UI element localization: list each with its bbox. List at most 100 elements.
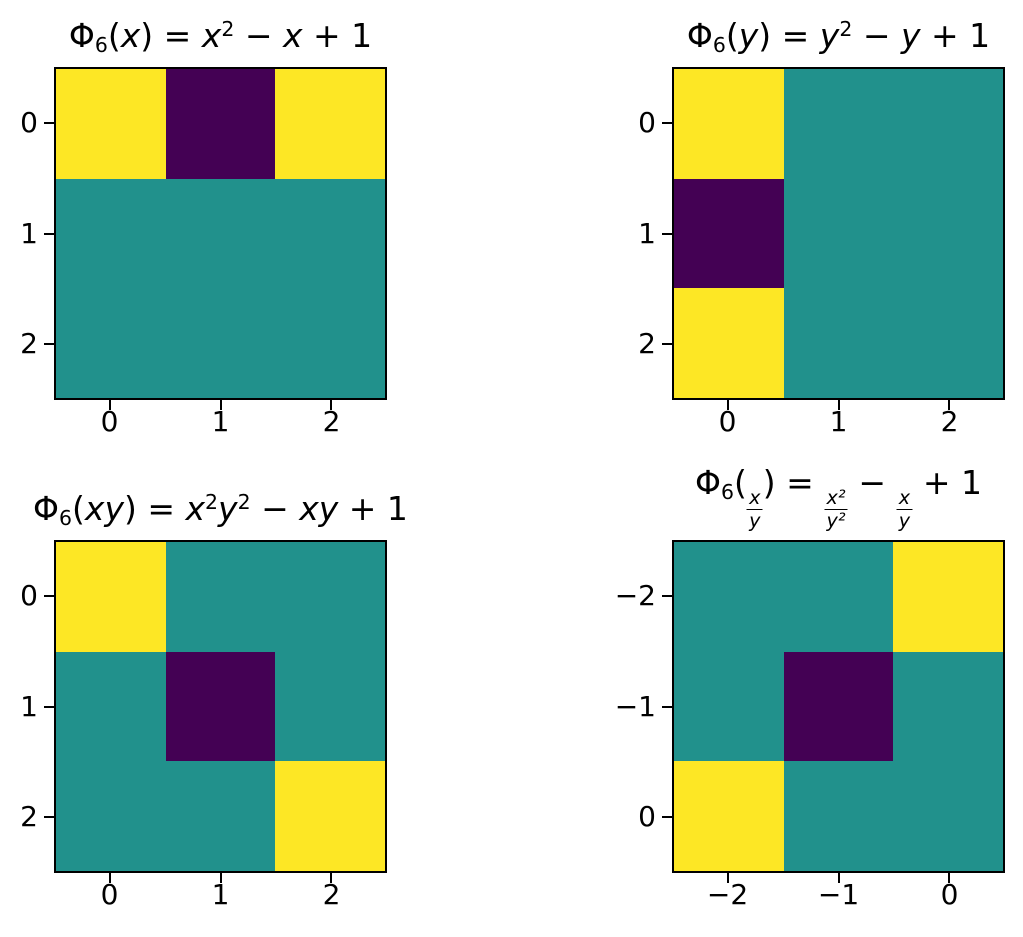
heatmap-cell	[165, 761, 276, 871]
x-tick-label: 0	[100, 405, 119, 438]
y-tick-mark	[662, 816, 672, 819]
heatmap-cell	[783, 288, 894, 398]
x-tick-mark	[948, 400, 951, 410]
x-tick-mark	[219, 400, 222, 410]
y-tick-mark	[662, 594, 672, 597]
heatmap-cell	[165, 178, 276, 289]
x-tick-mark	[726, 400, 729, 410]
y-tick-label: −1	[614, 689, 656, 723]
y-tick-label: 0	[638, 105, 656, 139]
x-tick-label: −2	[706, 878, 749, 911]
x-tick-label: 0	[940, 878, 959, 911]
x-tick-label: 0	[718, 405, 737, 438]
heatmap-cell	[56, 761, 166, 871]
x-tick-label: 1	[211, 405, 230, 438]
heatmap-cell	[674, 288, 784, 398]
x-tick-label: 0	[100, 878, 119, 911]
heatmap-cell	[56, 69, 166, 179]
heatmap-cell	[275, 761, 385, 871]
x-tick-mark	[837, 400, 840, 410]
heatmap-cell	[783, 542, 894, 652]
subplot-title: Φ6(x) = x2 − x + 1	[68, 16, 373, 58]
subplot-phi6-xy: Φ6(xy) = x2y2 − xy + 1 0 1 2 0 1 2	[20, 490, 408, 909]
x-tick-mark	[219, 873, 222, 883]
heatmap-cell	[674, 761, 784, 871]
y-tick-mark	[662, 121, 672, 124]
heatmap-cell	[275, 69, 385, 179]
y-tick-label: 2	[20, 327, 38, 361]
y-tick-mark	[44, 816, 54, 819]
fraction: x² y²	[824, 487, 848, 531]
y-tick-mark	[662, 232, 672, 235]
x-tick-label: 1	[211, 878, 230, 911]
heatmap-cell	[165, 69, 276, 179]
heatmap-cell	[674, 69, 784, 179]
x-tick-mark	[330, 873, 333, 883]
heatmap-cell	[893, 761, 1003, 871]
heatmap-phi6-y	[672, 67, 1005, 400]
subplot-phi6-x: Φ6(x) = x2 − x + 1 0 1 2 0 1 2	[20, 17, 387, 436]
y-tick-label: 1	[20, 689, 38, 723]
y-tick-mark	[44, 343, 54, 346]
x-tick-mark	[330, 400, 333, 410]
y-tick-label: 2	[638, 327, 656, 361]
x-tick-label: 2	[322, 405, 341, 438]
heatmap-cell	[674, 651, 784, 762]
heatmap-cell	[56, 542, 166, 652]
x-tick-label: 2	[940, 405, 959, 438]
heatmap-cell	[165, 288, 276, 398]
x-tick-mark	[108, 873, 111, 883]
heatmap-cell	[893, 69, 1003, 179]
y-tick-mark	[44, 705, 54, 708]
x-tick-mark	[726, 873, 729, 883]
y-tick-mark	[662, 705, 672, 708]
heatmap-cell	[893, 288, 1003, 398]
y-tick-mark	[44, 232, 54, 235]
heatmap-phi6-x-over-y	[672, 540, 1005, 873]
heatmap-phi6-xy	[54, 540, 387, 873]
heatmap-cell	[275, 651, 385, 762]
y-tick-label: 1	[638, 216, 656, 250]
heatmap-cell	[783, 761, 894, 871]
y-tick-mark	[44, 594, 54, 597]
heatmap-cell	[893, 178, 1003, 289]
heatmap-cell	[275, 288, 385, 398]
heatmap-cell	[56, 288, 166, 398]
x-tick-label: 1	[829, 405, 848, 438]
heatmap-cell	[56, 651, 166, 762]
y-tick-label: 0	[638, 800, 656, 834]
heatmap-cell	[674, 542, 784, 652]
subplot-phi6-y: Φ6(y) = y2 − y + 1 0 1 2 0 1 2	[638, 17, 1005, 436]
heatmap-cell	[275, 178, 385, 289]
y-tick-label: 2	[20, 800, 38, 834]
y-tick-label: 0	[20, 578, 38, 612]
heatmap-cell	[893, 542, 1003, 652]
x-tick-mark	[108, 400, 111, 410]
x-tick-mark	[837, 873, 840, 883]
y-tick-label: 1	[20, 216, 38, 250]
y-tick-mark	[44, 121, 54, 124]
y-tick-label: 0	[20, 105, 38, 139]
subplot-title: Φ6(y) = y2 − y + 1	[686, 16, 991, 58]
y-tick-label: −2	[614, 578, 656, 612]
heatmap-cell	[674, 178, 784, 289]
subplot-title: Φ6(xy) = x2y2 − xy + 1	[33, 489, 408, 531]
heatmap-cell	[56, 178, 166, 289]
heatmap-cell	[165, 542, 276, 652]
x-tick-mark	[948, 873, 951, 883]
heatmap-cell	[165, 651, 276, 762]
x-tick-label: 2	[322, 878, 341, 911]
heatmap-cell	[783, 69, 894, 179]
heatmap-phi6-x	[54, 67, 387, 400]
x-tick-label: −1	[817, 878, 860, 911]
heatmap-cell	[783, 178, 894, 289]
heatmap-cell	[893, 651, 1003, 762]
heatmap-cell	[275, 542, 385, 652]
y-tick-mark	[662, 343, 672, 346]
heatmap-cell	[783, 651, 894, 762]
